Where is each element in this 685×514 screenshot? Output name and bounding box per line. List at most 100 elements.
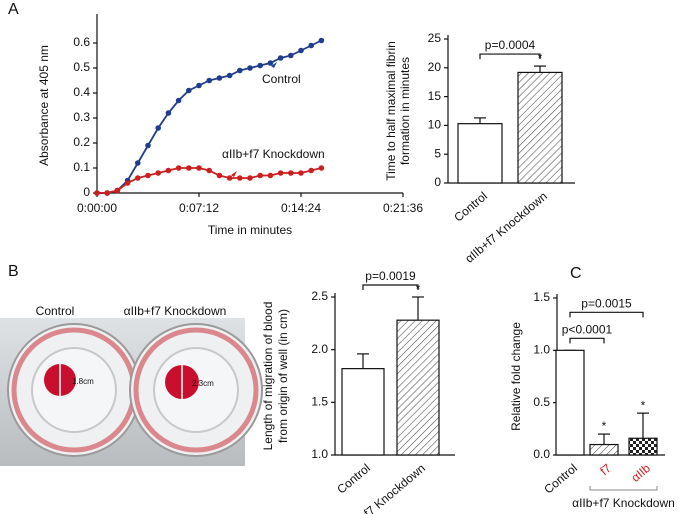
y-tick-label: 2.5	[311, 289, 328, 303]
y-tick-label: 0.5	[533, 395, 550, 409]
point	[175, 165, 182, 171]
significance-bracket	[362, 284, 419, 290]
y-tick-label: 0.4	[73, 85, 90, 99]
bar	[555, 349, 585, 456]
x-tick-label: αIIb	[628, 461, 653, 485]
point	[308, 42, 315, 49]
measurement: 2.3cm	[192, 379, 214, 388]
significance-bracket	[479, 53, 541, 60]
significance-bracket	[569, 337, 605, 344]
point	[175, 97, 182, 104]
point	[277, 170, 284, 176]
y-tick-label: 1.5	[533, 290, 550, 304]
legend-arrow	[271, 62, 277, 68]
point	[196, 82, 202, 89]
point	[267, 172, 274, 179]
legend-label: αIIb+f7 Knockdown	[222, 147, 325, 161]
panel-label: A	[8, 1, 19, 18]
y-tick-label: 0	[83, 185, 90, 199]
point	[165, 110, 172, 116]
point	[155, 170, 161, 176]
significance-label: p<0.0001	[562, 323, 613, 337]
point	[155, 125, 161, 131]
y-tick-label: 20	[428, 60, 442, 74]
x-tick-label: Control	[451, 189, 490, 225]
panel-label: C	[570, 265, 582, 282]
y-tick-label: 0.1	[73, 160, 90, 174]
point	[165, 167, 172, 174]
point	[288, 170, 294, 176]
y-axis-label: formation in minutes	[398, 57, 412, 165]
y-axis-label: from origin of well (in cm)	[276, 309, 290, 443]
bar	[457, 123, 503, 184]
y-tick-label: 0.0	[533, 447, 550, 461]
point	[226, 72, 233, 79]
point	[257, 172, 264, 179]
point	[247, 65, 253, 71]
measurement: 1.8cm	[72, 377, 94, 386]
y-tick-label: 0.5	[73, 60, 90, 74]
group-bracket	[589, 486, 658, 491]
panel-label: B	[8, 263, 19, 280]
photo-caption: αIIb+f7 Knockdown	[124, 304, 227, 318]
point	[145, 142, 151, 149]
significance-star: *	[641, 398, 646, 412]
point	[298, 47, 304, 54]
y-tick-label: 0	[434, 175, 441, 189]
point	[114, 187, 121, 194]
significance-label: p=0.0015	[581, 297, 632, 311]
y-tick-label: 2.0	[311, 342, 328, 356]
point	[196, 165, 202, 171]
point	[267, 60, 274, 66]
point	[206, 77, 212, 84]
legend-arrow	[231, 171, 237, 177]
y-axis-label: Length of migration of blood	[261, 302, 275, 451]
y-axis-label: Absorbance at 405 nm	[37, 45, 51, 166]
bar	[396, 319, 440, 456]
significance-star: *	[602, 419, 607, 433]
point	[104, 190, 110, 196]
x-tick-label: Control	[334, 461, 373, 497]
x-tick-label: f7	[597, 461, 614, 478]
photo-caption: Control	[36, 304, 75, 318]
point	[186, 87, 192, 94]
point	[247, 175, 253, 181]
point	[277, 55, 284, 61]
y-tick-label: 1.5	[311, 395, 328, 409]
group-label: αIIb+f7 Knockdown	[572, 496, 675, 510]
y-tick-label: 5	[434, 146, 441, 160]
bar	[341, 368, 385, 456]
point	[145, 172, 151, 179]
point	[124, 180, 131, 186]
bar	[589, 443, 619, 456]
point	[298, 170, 304, 176]
point	[288, 52, 294, 59]
x-axis-label: Time in minutes	[208, 223, 292, 237]
point	[226, 175, 233, 181]
point	[216, 172, 223, 179]
y-tick-label: 10	[428, 118, 442, 132]
y-axis-label: Relative fold change	[509, 322, 523, 431]
x-tick-label: 0:21:36	[383, 201, 423, 215]
point	[237, 175, 243, 181]
bar	[628, 437, 658, 456]
y-axis-label: Time to half maximal fibrin	[384, 41, 398, 181]
x-tick-label: 0:07:12	[179, 201, 219, 215]
point	[216, 75, 223, 81]
point	[94, 190, 100, 196]
y-tick-label: 1.0	[533, 343, 550, 357]
photo: 1.8cm 2.3cm	[0, 318, 263, 466]
point	[318, 165, 325, 171]
y-tick-label: 1.0	[311, 447, 328, 461]
y-tick-label: 25	[428, 31, 442, 45]
point	[237, 67, 243, 74]
point	[135, 160, 141, 166]
y-tick-label: 0.6	[73, 35, 90, 49]
point	[318, 37, 325, 44]
x-tick-label: Control	[541, 461, 580, 497]
point	[135, 175, 141, 181]
point	[308, 167, 315, 174]
point	[186, 165, 192, 171]
y-tick-label: 0.2	[73, 135, 90, 149]
